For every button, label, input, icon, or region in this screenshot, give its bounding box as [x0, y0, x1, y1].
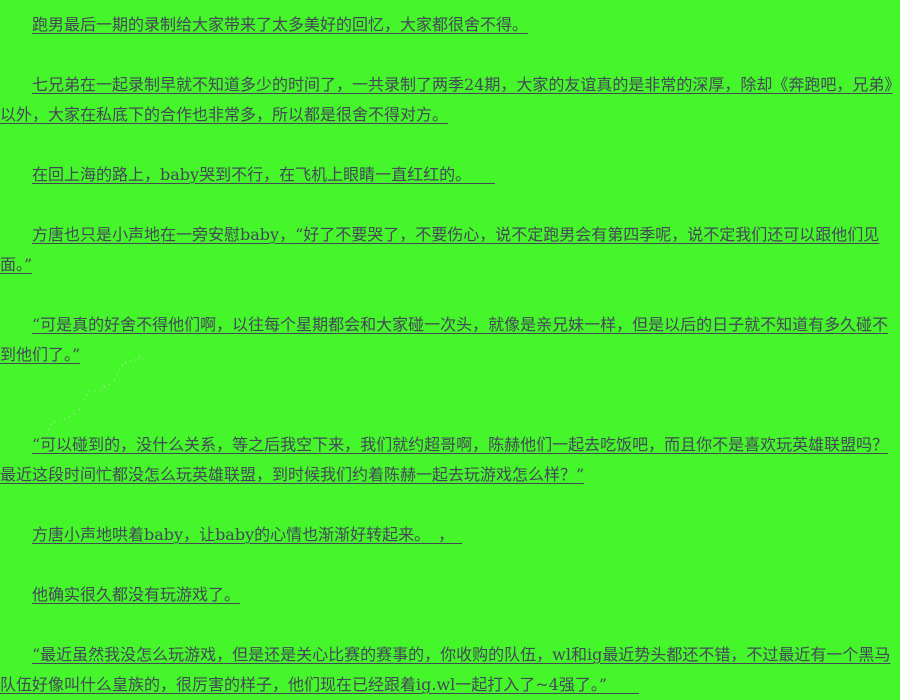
paragraph: “可以碰到的，没什么关系，等之后我空下来，我们就约超哥啊，陈赫他们一起去吃饭吧，… [0, 435, 889, 484]
paragraph: 他确实很久都没有玩游戏了。 [32, 585, 241, 604]
paragraph: 七兄弟在一起录制早就不知道多少的时间了，一共录制了两季24期，大家的友谊真的是非… [0, 75, 893, 124]
paragraph: “可是真的好舍不得他们啊，以往每个星期都会和大家碰一次头，就像是亲兄妹一样，但是… [0, 315, 889, 364]
novel-reader-page: .·''·.,¸¸.·''·.,¸¸.·''·., ¸.·''·.,¸¸.·''… [0, 15, 892, 694]
paragraph: “最近虽然我没怎么玩游戏，但是还是关心比赛的赛事的，你收购的队伍，wl和ig最近… [0, 645, 891, 694]
paragraph: 方唐小声地哄着baby，让baby的心情也渐渐好转起来。 ， [32, 525, 463, 544]
paragraph: 跑男最后一期的录制给大家带来了太多美好的回忆，大家都很舍不得。 [32, 15, 529, 34]
paragraph: 在回上海的路上，baby哭到不行，在飞机上眼睛一直红红的。 [32, 165, 496, 184]
paragraph: 方唐也只是小声地在一旁安慰baby，“好了不要哭了，不要伤心，说不定跑男会有第四… [0, 225, 880, 274]
